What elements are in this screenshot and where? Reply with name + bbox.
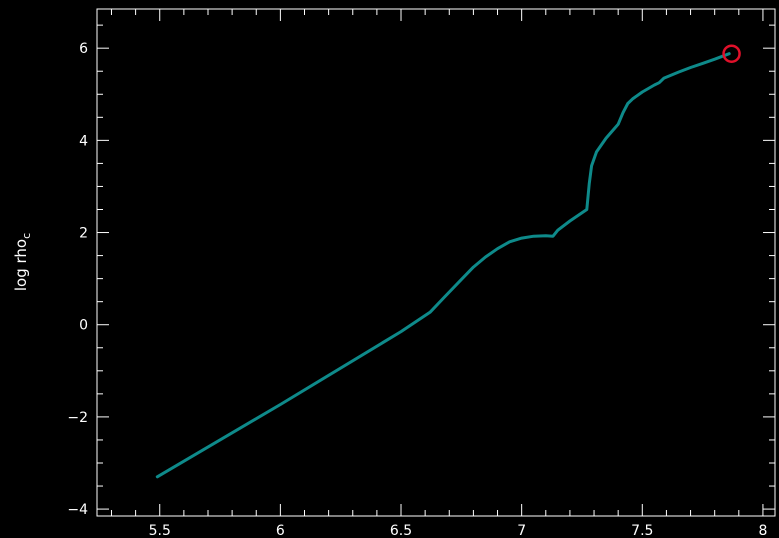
y-tick-label: 0 [79, 318, 88, 334]
x-axis: 5.5 6 6.5 7 7.5 8 [110, 9, 767, 538]
endpoint-marker [722, 44, 741, 63]
x-tick-label: 5.5 [149, 523, 171, 538]
y-axis-title-main: log rho [12, 239, 30, 291]
y-axis-title-subscript: c [20, 233, 33, 239]
x-tick-label: 6.5 [390, 523, 412, 538]
x-tick-label: 7 [517, 523, 526, 538]
y-axis: −4 −2 0 2 4 6 [67, 24, 775, 518]
y-tick-label: −2 [67, 410, 88, 426]
x-tick-label: 6 [276, 523, 285, 538]
series-line [155, 52, 731, 479]
y-axis-title: log rhoc [12, 233, 33, 291]
y-tick-label: −4 [67, 502, 88, 518]
series-layer [155, 44, 741, 479]
x-tick-label: 8 [758, 523, 767, 538]
y-tick-label: 4 [79, 133, 88, 149]
y-tick-label: 6 [79, 41, 88, 57]
y-tick-label: 2 [79, 226, 88, 242]
plot-frame [96, 8, 776, 517]
x-tick-label: 7.5 [631, 523, 653, 538]
